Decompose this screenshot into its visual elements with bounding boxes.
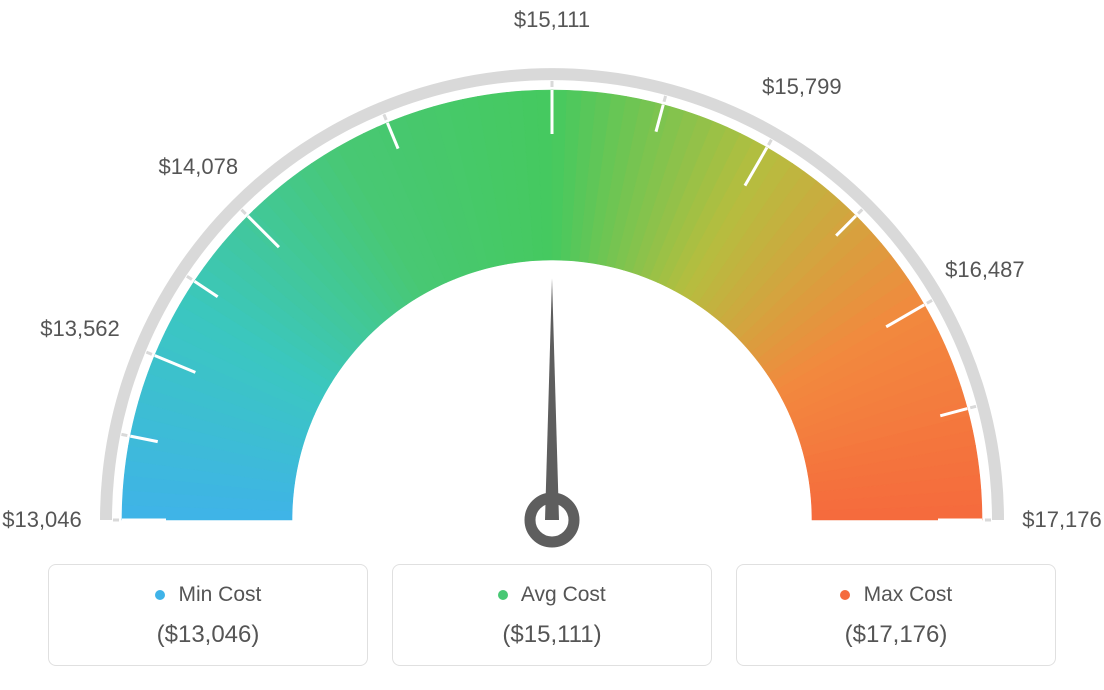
gauge-area: $13,046 $13,562 $14,078 $15,111 $15,799 $16,4… — [0, 0, 1104, 560]
min-cost-card: Min Cost ($13,046) — [48, 564, 368, 666]
gauge-tick-label: $13,562 — [40, 316, 120, 342]
avg-cost-dot — [498, 590, 508, 600]
gauge-tick-label: $17,176 — [1022, 507, 1102, 533]
gauge-tick-label: $13,046 — [2, 507, 82, 533]
gauge-tick-label: $14,078 — [159, 154, 239, 180]
min-cost-dot — [155, 590, 165, 600]
gauge-tick-label: $16,487 — [945, 257, 1025, 283]
max-cost-title: Max Cost — [749, 583, 1043, 607]
avg-cost-value: ($15,111) — [405, 621, 699, 649]
avg-cost-title: Avg Cost — [405, 583, 699, 607]
gauge-tick-label: $15,799 — [762, 74, 842, 100]
min-cost-title-text: Min Cost — [178, 583, 261, 606]
gauge-tick-label: $15,111 — [514, 7, 590, 33]
min-cost-value: ($13,046) — [61, 621, 355, 649]
avg-cost-title-text: Avg Cost — [521, 583, 606, 606]
max-cost-card: Max Cost ($17,176) — [736, 564, 1056, 666]
max-cost-title-text: Max Cost — [864, 583, 953, 606]
max-cost-dot — [840, 590, 850, 600]
max-cost-value: ($17,176) — [749, 621, 1043, 649]
avg-cost-card: Avg Cost ($15,111) — [392, 564, 712, 666]
gauge-chart-container: $13,046 $13,562 $14,078 $15,111 $15,799 $16,4… — [0, 0, 1104, 690]
min-cost-title: Min Cost — [61, 583, 355, 607]
gauge-tick-labels: $13,046 $13,562 $14,078 $15,111 $15,799 $16,4… — [0, 0, 1104, 560]
legend-row: Min Cost ($13,046) Avg Cost ($15,111) Ma… — [48, 564, 1056, 666]
